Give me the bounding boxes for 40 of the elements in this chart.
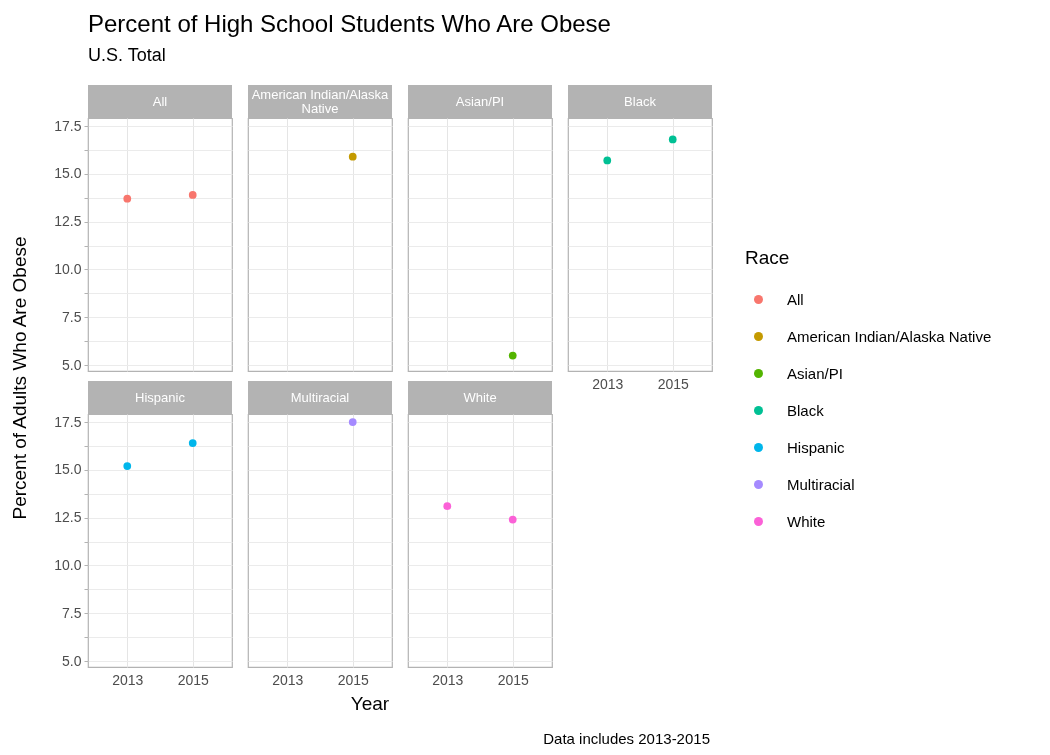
y-tick-label: 17.5 (54, 117, 82, 134)
x-tick-label: 2013 (592, 375, 624, 392)
text: Percent of High School Students Who Are Obese (88, 10, 611, 38)
y-tick-label: 15.0 (54, 165, 82, 182)
y-tick-label: 12.5 (54, 213, 82, 230)
text: Hispanic (135, 389, 185, 405)
text: White (463, 389, 497, 405)
y-tick-label: 15.0 (54, 461, 82, 478)
y-tick-label: 10.0 (54, 556, 82, 573)
text: American Indian/Alaska Native (251, 86, 389, 116)
x-tick-label: 2015 (497, 671, 530, 688)
legend-label: American Indian/Alaska Native (787, 328, 992, 345)
legend-label: Black (787, 402, 824, 419)
text: All (152, 93, 168, 109)
y-tick-label: 17.5 (54, 413, 82, 430)
x-tick-label: 2013 (432, 671, 464, 688)
text: Asian/PI (455, 93, 505, 109)
legend-title: Race (745, 247, 791, 269)
y-tick-label: 12.5 (54, 509, 82, 526)
legend-label: Multiracial (787, 476, 855, 493)
y-tick-label: 5.0 (62, 652, 82, 669)
x-tick-label: 2013 (272, 671, 304, 688)
legend-label: White (787, 513, 826, 530)
legend-label: Asian/PI (787, 365, 843, 382)
y-tick-label: 10.0 (54, 260, 82, 277)
x-tick-label: 2015 (337, 671, 370, 688)
legend-label: Hispanic (787, 439, 845, 456)
x-tick-label: 2015 (657, 375, 690, 392)
text: Multiracial (290, 389, 350, 405)
y-tick-label: 5.0 (62, 356, 82, 373)
text: Black (624, 93, 656, 109)
chart-subtitle: U.S. Total (88, 45, 166, 66)
x-axis-title: Year (350, 693, 390, 715)
y-tick-label: 7.5 (62, 308, 82, 325)
y-tick-label: 7.5 (62, 604, 82, 621)
x-tick-label: 2015 (177, 671, 210, 688)
legend-label: All (787, 291, 804, 308)
x-tick-label: 2013 (112, 671, 144, 688)
text: Data includes 2013-2015 (543, 730, 710, 747)
y-axis-title: Percent of Adults Who Are Obese (9, 236, 31, 520)
